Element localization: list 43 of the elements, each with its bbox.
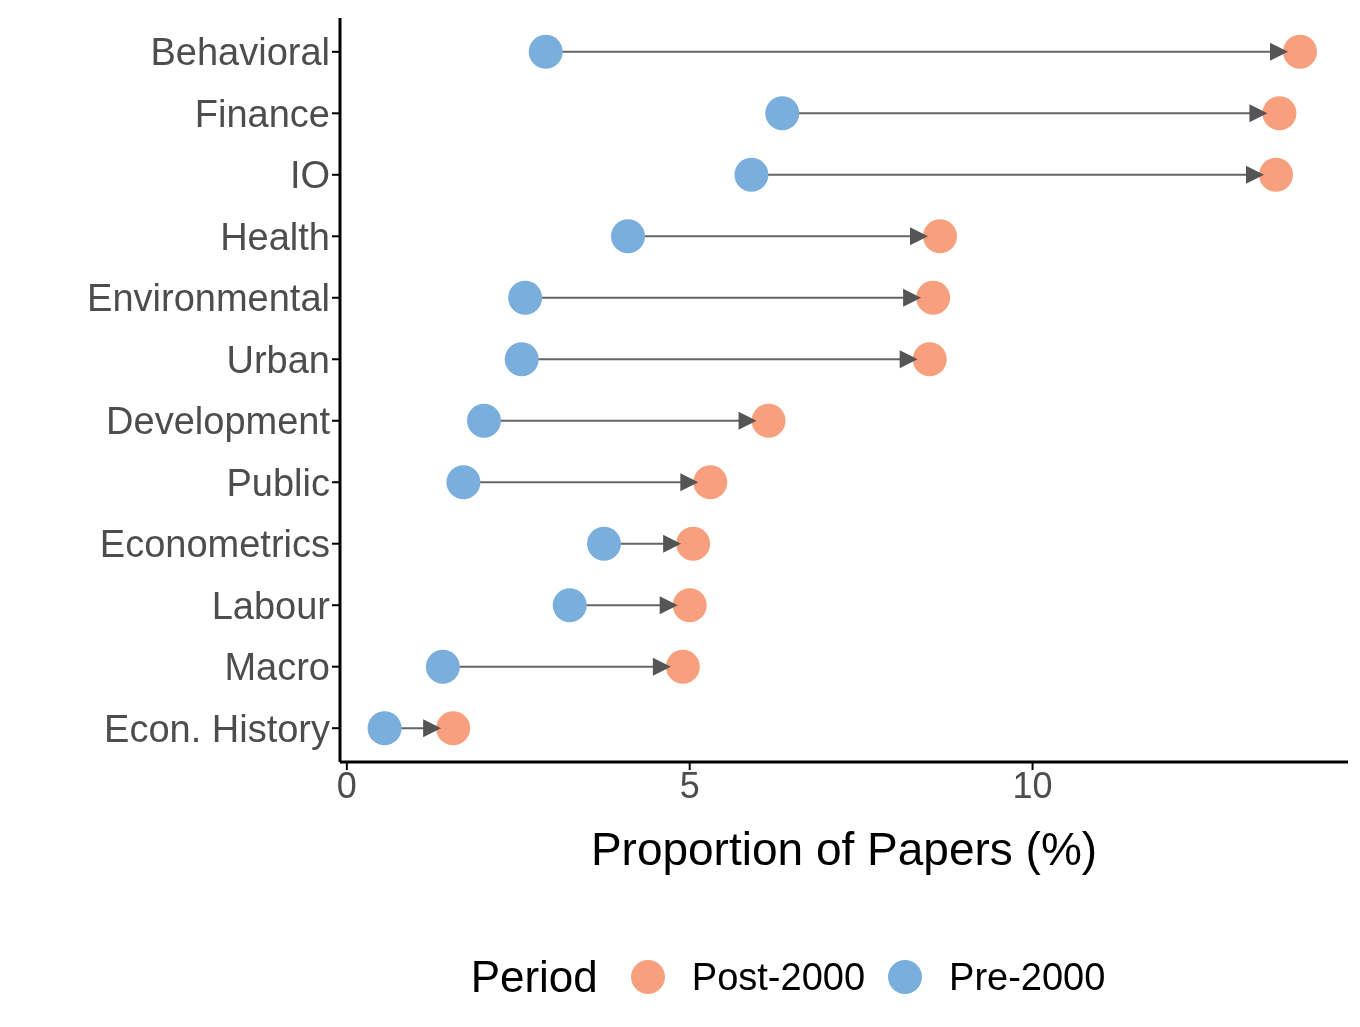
y-tick-label: Environmental [87, 277, 330, 320]
x-axis-title: Proportion of Papers (%) [590, 822, 1098, 875]
point [504, 342, 539, 377]
point [508, 280, 543, 315]
legend-title: Period [470, 952, 598, 1002]
point [367, 711, 402, 746]
point [425, 649, 460, 684]
y-tick-label: Macro [224, 646, 330, 689]
point [467, 403, 501, 438]
point [611, 219, 645, 254]
y-tick-label: IO [289, 154, 330, 197]
x-tick-label: 10 [1012, 764, 1053, 806]
point [916, 280, 951, 315]
x-tick-label: 0 [336, 764, 357, 806]
point [672, 588, 707, 623]
x-tick-label: 5 [679, 764, 700, 806]
point [765, 96, 800, 131]
y-tick-label: Econ. History [104, 707, 330, 750]
y-tick-label: Health [220, 215, 330, 258]
point [665, 649, 700, 684]
point [1262, 96, 1297, 131]
y-tick-label: Urban [226, 338, 330, 381]
y-tick-label: Finance [194, 92, 330, 135]
y-tick-label: Development [106, 400, 331, 443]
y-tick-label: Public [226, 461, 330, 504]
y-tick-label: Econometrics [99, 523, 330, 566]
point [751, 403, 786, 438]
legend-label: Pre-2000 [949, 955, 1106, 999]
point [1259, 157, 1293, 192]
point [923, 219, 957, 254]
point [528, 34, 563, 69]
point [1283, 34, 1317, 69]
point [693, 465, 728, 500]
point [912, 342, 947, 377]
point [734, 157, 769, 192]
point [587, 526, 621, 561]
point [436, 711, 471, 746]
point [676, 526, 711, 561]
y-tick-label: Behavioral [150, 31, 330, 74]
y-tick-label: Labour [211, 584, 331, 627]
legend-label: Post-2000 [691, 955, 866, 999]
point [552, 588, 587, 623]
point [446, 465, 481, 500]
